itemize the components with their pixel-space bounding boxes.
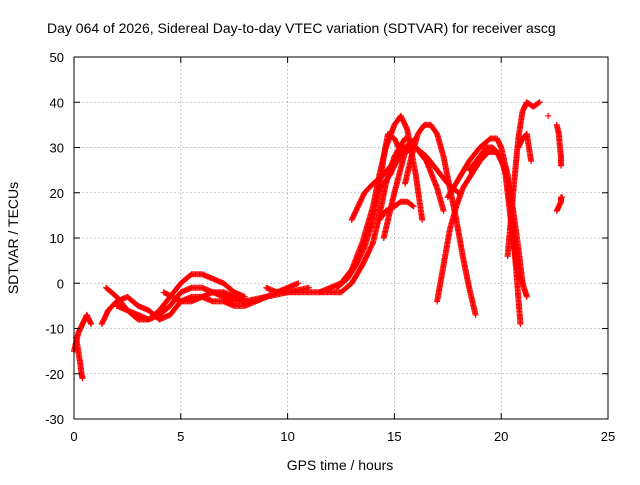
series-arc-early-b bbox=[73, 334, 86, 382]
data-point bbox=[519, 280, 526, 287]
data-point bbox=[535, 100, 542, 107]
y-tick-label: 10 bbox=[50, 231, 64, 246]
data-point bbox=[409, 202, 416, 209]
y-tick-label: 20 bbox=[50, 186, 64, 201]
data-point bbox=[440, 207, 447, 214]
series-arc-17 bbox=[515, 130, 535, 165]
y-tick-label: 30 bbox=[50, 141, 64, 156]
y-tick-label: -20 bbox=[45, 367, 64, 382]
series-arc-late-a bbox=[545, 112, 552, 119]
x-tick-label: 0 bbox=[70, 429, 77, 444]
data-point bbox=[295, 280, 302, 287]
grid-lines bbox=[74, 57, 608, 419]
data-point bbox=[528, 158, 535, 165]
x-tick-label: 5 bbox=[177, 429, 184, 444]
data-point bbox=[472, 311, 479, 318]
x-axis-title: GPS time / hours bbox=[287, 457, 394, 473]
data-point bbox=[559, 194, 566, 201]
data-point bbox=[410, 203, 417, 210]
series-arc-12 bbox=[380, 144, 447, 241]
y-tick-label: -10 bbox=[45, 322, 64, 337]
chart-title: Day 064 of 2026, Sidereal Day-to-day VTE… bbox=[47, 20, 556, 36]
data-point bbox=[536, 99, 543, 106]
y-axis-title: SDTVAR / TECUs bbox=[5, 182, 21, 294]
data-point bbox=[558, 162, 565, 169]
y-tick-label: -30 bbox=[45, 412, 64, 427]
y-tick-label: 50 bbox=[50, 50, 64, 65]
data-point bbox=[401, 136, 408, 143]
series-arc-late-b bbox=[553, 121, 565, 169]
x-tick-label: 20 bbox=[494, 429, 508, 444]
x-tick-label: 10 bbox=[280, 429, 294, 444]
axis-ticks: 0 5 10 15 20 25 -30 -20 -10 0 10 20 30 40 50 bbox=[45, 50, 615, 444]
x-tick-label: 25 bbox=[601, 429, 615, 444]
data-point bbox=[545, 112, 552, 119]
x-tick-label: 15 bbox=[387, 429, 401, 444]
y-tick-label: 0 bbox=[57, 276, 64, 291]
data-point bbox=[402, 135, 409, 142]
y-tick-label: 40 bbox=[50, 95, 64, 110]
data-point bbox=[419, 216, 426, 223]
data-points bbox=[71, 99, 566, 382]
series-arc-16 bbox=[504, 99, 543, 260]
data-point bbox=[79, 375, 86, 382]
data-point bbox=[517, 320, 524, 327]
series-arc-late-c bbox=[553, 194, 566, 214]
data-point bbox=[88, 320, 95, 327]
data-point bbox=[523, 293, 530, 300]
